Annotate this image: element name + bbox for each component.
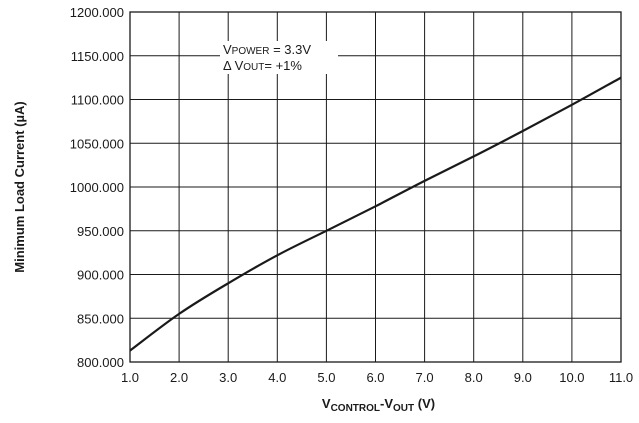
y-axis-label: Minimum Load Current (µA) (12, 101, 27, 272)
y-tick-labels: 800.000 850.000 900.000 950.000 1000.000 1050… (70, 5, 124, 370)
x-tick-label: 9.0 (514, 370, 532, 385)
annotation-vpower: VPOWER = 3.3V (223, 42, 311, 57)
grid (129, 11, 622, 363)
x-tick-label: 7.0 (416, 370, 434, 385)
plot-frame (129, 11, 622, 363)
y-tick-label: 1200.000 (70, 5, 124, 20)
x-tick-label: 5.0 (317, 370, 335, 385)
y-tick-label: 1000.000 (70, 180, 124, 195)
x-tick-label: 3.0 (219, 370, 237, 385)
x-axis-label: VCONTROL-VOUT (V) (322, 396, 435, 414)
annotation-background (220, 41, 338, 74)
y-tick-label: 900.000 (77, 268, 124, 283)
x-tick-label: 4.0 (268, 370, 286, 385)
x-tick-label: 6.0 (366, 370, 384, 385)
y-tick-label: 950.000 (77, 224, 124, 239)
y-tick-label: 800.000 (77, 355, 124, 370)
y-tick-label: 1050.000 (70, 136, 124, 151)
x-tick-label: 11.0 (609, 370, 633, 385)
x-tick-label: 1.0 (121, 370, 139, 385)
y-tick-label: 1150.000 (71, 49, 124, 64)
x-tick-label: 8.0 (465, 370, 483, 385)
x-tick-label: 10.0 (559, 370, 584, 385)
x-tick-labels: 1.0 2.0 3.0 4.0 5.0 6.0 7.0 8.0 9.0 10.0 11.0 (121, 370, 633, 385)
y-tick-label: 1100.000 (71, 93, 124, 108)
series-line (129, 76, 622, 352)
y-tick-label: 850.000 (77, 311, 124, 326)
x-tick-label: 2.0 (170, 370, 188, 385)
annotation-delta-vout: Δ VOUT= +1% (223, 58, 302, 73)
